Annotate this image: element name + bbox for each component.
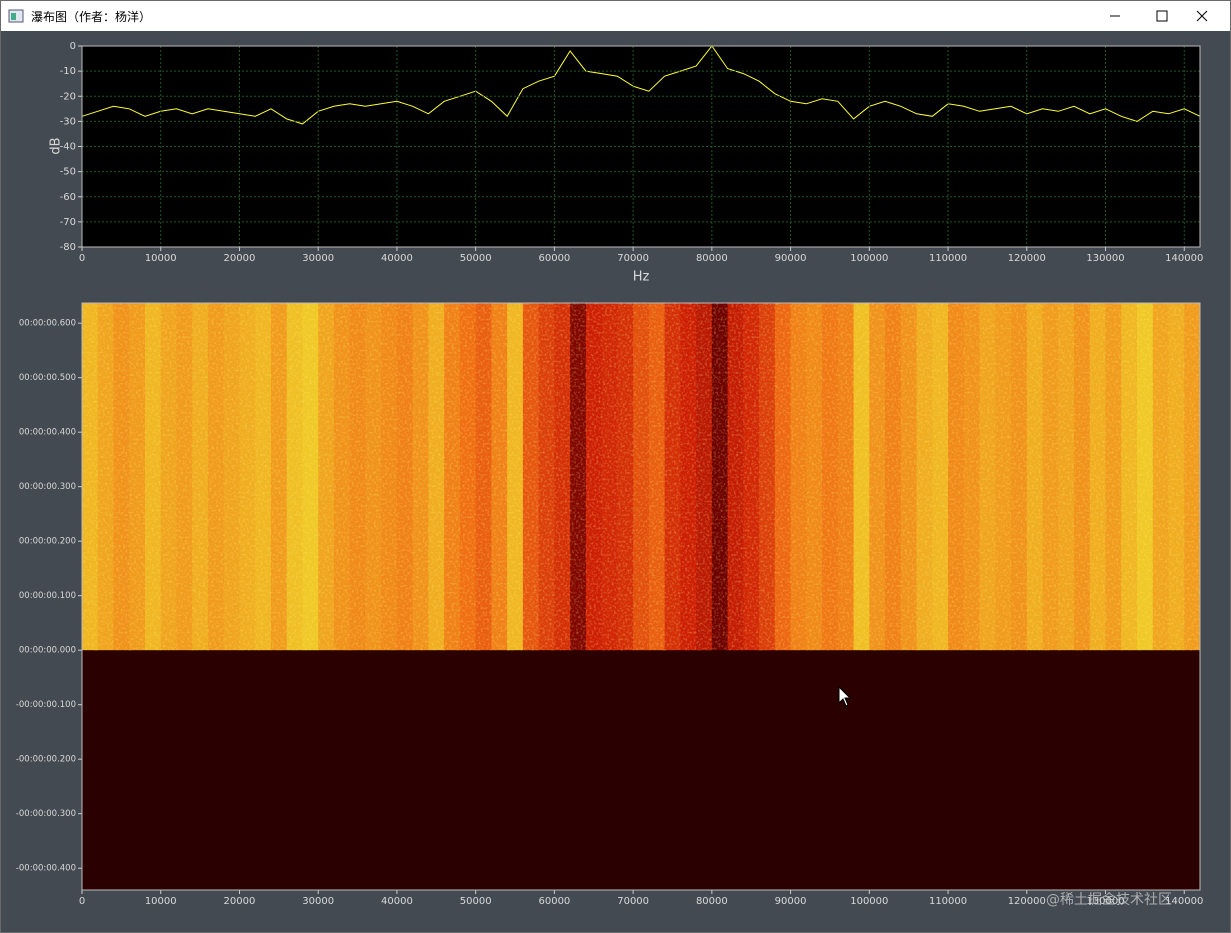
y-tick-label: -30 [60, 116, 76, 127]
x-tick-label: 20000 [224, 896, 256, 907]
waterfall-texture [82, 303, 1200, 651]
title-bar-icons [8, 9, 1208, 23]
y-tick-label: -80 [60, 242, 76, 253]
plot-area [82, 46, 1200, 247]
x-tick-label: 90000 [775, 253, 807, 264]
x-tick-label: 110000 [929, 253, 967, 264]
x-tick-label: 0 [79, 896, 85, 907]
y-tick-label: -20 [60, 91, 76, 102]
x-tick-label: 100000 [850, 896, 888, 907]
x-tick-label: 20000 [224, 253, 256, 264]
x-tick-label: 120000 [1008, 253, 1046, 264]
mouse-cursor [838, 685, 852, 707]
x-tick-label: 90000 [775, 896, 807, 907]
y-tick-label: -00:00:00.200 [16, 755, 76, 765]
x-axis-label: Hz [633, 270, 650, 285]
y-tick-label: 00:00:00.100 [19, 591, 76, 601]
x-tick-label: 40000 [381, 253, 413, 264]
x-tick-label: 70000 [617, 253, 649, 264]
window-title: 瀑布图（作者：杨洋） [31, 10, 152, 24]
y-tick-label: -70 [60, 217, 76, 228]
y-tick-label: -60 [60, 192, 76, 203]
x-tick-label: 60000 [538, 896, 570, 907]
y-tick-label: 0 [70, 41, 76, 52]
title-bar: 瀑布图（作者：杨洋） [1, 1, 1230, 31]
y-tick-label: -40 [60, 142, 76, 153]
app-icon-detail [11, 13, 16, 20]
x-tick-label: 140000 [1165, 253, 1203, 264]
close-button[interactable] [1196, 10, 1208, 22]
plot-frame [81, 302, 1201, 891]
x-tick-label: 110000 [929, 896, 967, 907]
charts: Hz dB 0 10000 20000 30000 40000 50000 60000 700… [16, 41, 1204, 908]
plot-frame [81, 45, 1201, 248]
x-tick-label: 140000 [1165, 896, 1203, 907]
x-tick-label: 60000 [538, 253, 570, 264]
y-tick-label: 00:00:00.300 [19, 482, 76, 492]
watermark: @稀土掘金技术社区 [1046, 892, 1172, 908]
y-tick-label: 00:00:00.600 [19, 319, 76, 329]
y-tick-label: -50 [60, 167, 76, 178]
x-tick-label: 30000 [302, 896, 334, 907]
spectrum-line [81, 45, 1201, 125]
x-tick-label: 10000 [145, 253, 177, 264]
x-tick-label: 100000 [850, 253, 888, 264]
x-tick-label: 30000 [302, 253, 334, 264]
x-tick-label: 130000 [1086, 253, 1124, 264]
x-tick-label: 120000 [1008, 896, 1046, 907]
x-tick-label: 70000 [617, 896, 649, 907]
x-tick-label: 10000 [145, 896, 177, 907]
y-tick-label: 00:00:00.500 [19, 373, 76, 383]
y-tick-label: 00:00:00.000 [19, 646, 76, 656]
x-tick-label: 80000 [696, 896, 728, 907]
x-tick-label: 50000 [460, 896, 492, 907]
x-tick-label: 50000 [460, 253, 492, 264]
y-tick-label: -00:00:00.100 [16, 700, 76, 710]
y-tick-label: -10 [60, 66, 76, 77]
x-tick-label: 80000 [696, 253, 728, 264]
y-tick-label: -00:00:00.300 [16, 809, 76, 819]
y-tick-label: 00:00:00.400 [19, 428, 76, 438]
y-tick-label: -00:00:00.400 [16, 864, 76, 874]
y-axis-label: dB [49, 137, 64, 154]
x-tick-label: 40000 [381, 896, 413, 907]
maximize-button[interactable] [1156, 10, 1168, 22]
y-tick-label: 00:00:00.200 [19, 537, 76, 547]
x-tick-label: 0 [79, 253, 85, 264]
x-tick-label: 130000 [1086, 896, 1124, 907]
